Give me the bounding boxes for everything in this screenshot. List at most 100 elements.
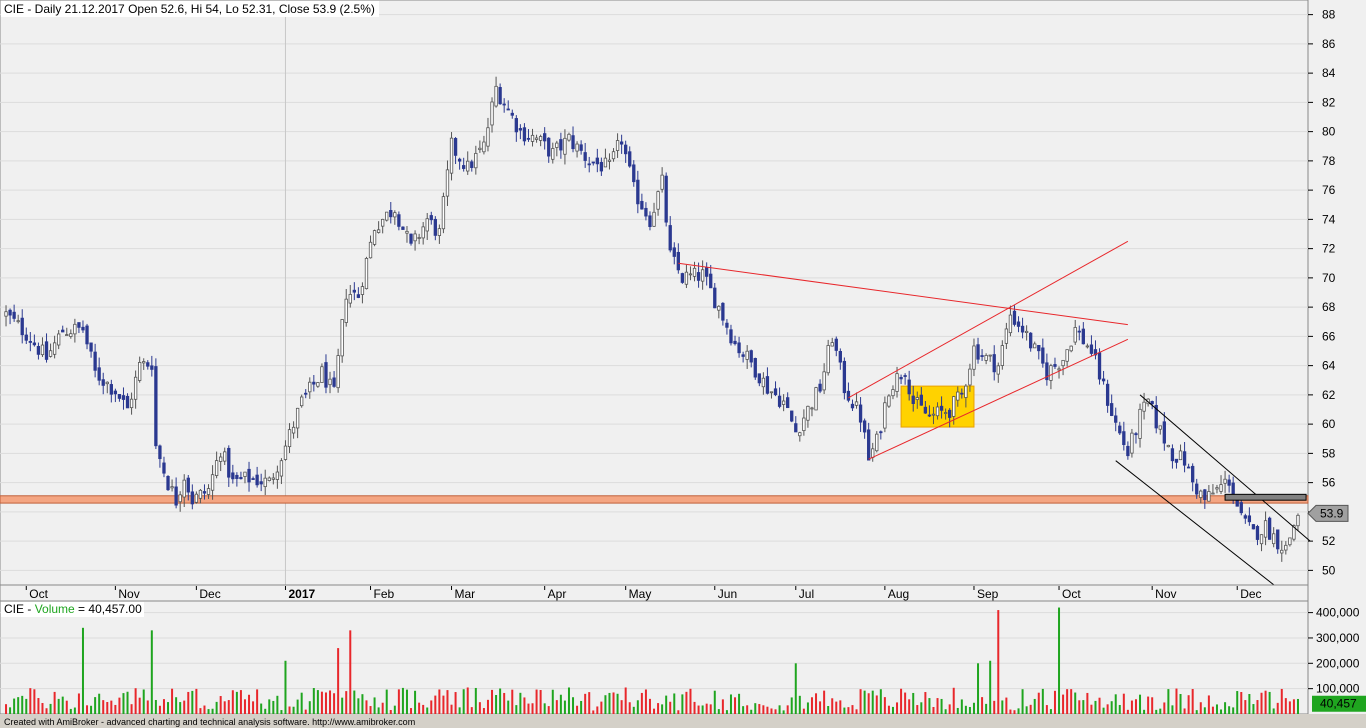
volume-bar	[138, 697, 141, 714]
volume-bar	[515, 705, 518, 714]
candle-body	[559, 139, 563, 151]
volume-bar	[924, 692, 927, 714]
candle-body	[401, 226, 405, 230]
last-price-marker	[1307, 504, 1349, 522]
volume-bar	[1159, 708, 1162, 714]
candle-body	[1061, 359, 1065, 367]
candle-body	[482, 141, 486, 153]
volume-bar	[632, 706, 635, 714]
candle-body	[109, 384, 113, 395]
candle-body	[1178, 450, 1183, 461]
candle-body	[1170, 448, 1175, 462]
volume-bar	[620, 700, 623, 714]
volume-bar	[657, 703, 660, 714]
volume-bar	[1163, 702, 1166, 714]
volume-bar	[69, 708, 72, 714]
volume-bar	[729, 694, 732, 714]
volume-bar	[361, 694, 364, 714]
candle-body	[1154, 404, 1158, 429]
volume-bar	[985, 703, 988, 714]
volume-bar	[572, 697, 575, 714]
candle-body	[826, 345, 830, 374]
channel-line	[1115, 460, 1279, 589]
volume-bar	[5, 704, 8, 714]
candle-body	[538, 136, 543, 141]
candle-body	[810, 407, 814, 410]
price-tick-label: 52	[1322, 534, 1336, 548]
volume-bar	[786, 705, 789, 714]
candle-body	[1186, 466, 1191, 469]
candle-body	[709, 273, 713, 289]
candle-body	[806, 405, 810, 421]
volume-bar	[790, 697, 793, 714]
candle-body	[611, 151, 616, 160]
volume-bar	[349, 630, 352, 714]
volume-bar	[1106, 704, 1109, 714]
candle-body	[28, 341, 32, 343]
candle-body	[510, 112, 514, 116]
candle-body	[603, 157, 608, 168]
candle-body	[1057, 368, 1061, 371]
candle-body	[146, 362, 150, 367]
volume-bar	[223, 701, 226, 714]
x-tick-label: 2017	[288, 587, 315, 601]
candle-body	[360, 286, 365, 295]
candle-body	[984, 355, 988, 361]
candle-body	[745, 350, 749, 360]
candle-body	[1105, 383, 1110, 406]
candle-body	[680, 273, 685, 283]
volume-bar	[823, 690, 826, 714]
candle-body	[97, 367, 101, 381]
candle-body	[794, 423, 798, 433]
volume-bar	[774, 709, 777, 714]
candle-body	[907, 379, 911, 395]
candle-body	[267, 477, 271, 481]
volume-bar	[316, 690, 319, 714]
volume-bar	[859, 689, 862, 714]
volume-bar	[405, 689, 408, 714]
volume-bar	[1203, 707, 1206, 714]
volume-tick-label: 300,000	[1316, 631, 1360, 645]
candle-body	[113, 390, 118, 395]
candle-body	[567, 133, 571, 141]
volume-bar	[1029, 704, 1032, 714]
volume-bar	[61, 696, 64, 714]
volume-title-value: = 40,457.00	[75, 602, 142, 616]
candle-body	[757, 373, 761, 384]
candle-body	[8, 309, 12, 316]
candle-body	[474, 152, 478, 169]
volume-bar	[1296, 698, 1299, 714]
x-tick-label: Apr	[548, 587, 567, 601]
last-price-label: 53.9	[1320, 506, 1344, 520]
volume-bar	[1179, 694, 1182, 714]
price-pane[interactable]	[0, 0, 1309, 586]
candle-body	[117, 394, 122, 399]
candle-body	[312, 381, 316, 385]
candle-body	[676, 251, 680, 271]
volume-bar	[422, 704, 425, 714]
candle-body	[73, 323, 77, 335]
candle-body	[1130, 432, 1134, 454]
volume-pane[interactable]	[0, 600, 1309, 715]
volume-bar	[401, 687, 404, 714]
candle-body	[81, 326, 85, 331]
price-tick-label: 84	[1322, 66, 1336, 80]
volume-bar	[450, 704, 453, 714]
candle-body	[668, 225, 672, 251]
volume-bar	[474, 687, 477, 714]
volume-bar	[183, 700, 186, 714]
volume-bar	[1090, 704, 1093, 714]
price-title-bg	[1, 1, 379, 17]
volume-bar	[989, 660, 992, 714]
candle-body	[251, 478, 255, 480]
volume-bar	[260, 703, 263, 714]
candle-body	[729, 329, 733, 344]
volume-bar	[993, 700, 996, 714]
candle-body	[486, 127, 490, 147]
candle-body	[1223, 478, 1227, 484]
candle-body	[425, 218, 429, 232]
candle-body	[1134, 433, 1138, 436]
volume-bar	[778, 705, 781, 714]
candle-body	[295, 407, 300, 429]
volume-bar	[503, 692, 506, 714]
